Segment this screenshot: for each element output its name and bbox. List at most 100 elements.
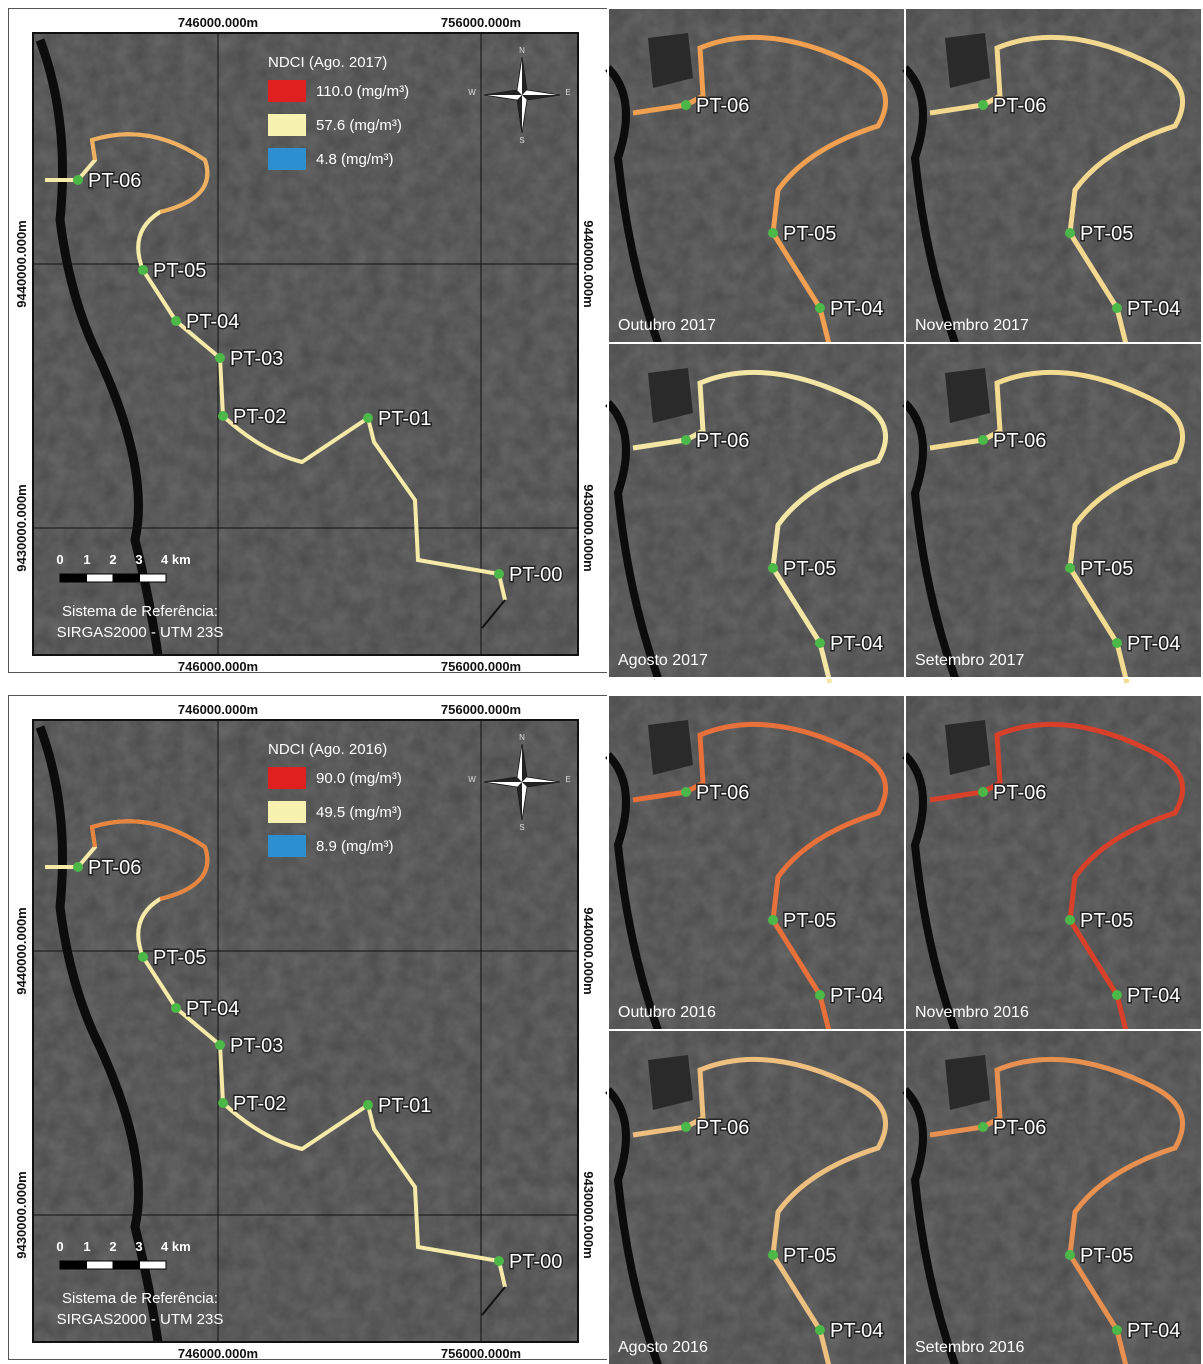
inset-caption: Agosto 2017 [618, 652, 708, 669]
coord-label: 9430000.000m [581, 1171, 596, 1258]
scale-label: 0 [56, 552, 63, 567]
point-marker [171, 316, 181, 326]
panel: PT-06PT-05PT-04PT-03PT-02PT-01PT-0074600… [9, 695, 1203, 1364]
point-marker [218, 1098, 228, 1108]
inset-caption: Novembro 2017 [915, 317, 1029, 334]
point-marker [768, 563, 778, 573]
point-label: PT-04 [1127, 298, 1180, 320]
point-marker [171, 1003, 181, 1013]
point-label: PT-03 [230, 348, 283, 370]
inset-caption: Outubro 2017 [618, 317, 716, 334]
scale-label: 2 [109, 552, 116, 567]
figure: PT-06 PT-05 PT-04 PT-03 PT-02 PT-01 PT-00 74600… [0, 0, 1203, 1364]
point-label: PT-05 [783, 223, 836, 245]
coord-label: 9440000.000m [14, 220, 29, 307]
point-marker [978, 100, 988, 110]
point-marker [138, 952, 148, 962]
point-marker [363, 413, 373, 423]
coord-label: 756000.000m [441, 15, 521, 30]
legend-swatch [268, 835, 306, 857]
inset-caption: Novembro 2016 [915, 1004, 1029, 1021]
scale-label: 4 km [161, 1239, 191, 1254]
point-marker [768, 1250, 778, 1260]
point-label: PT-06 [993, 782, 1046, 804]
point-marker [978, 1122, 988, 1132]
legend-swatch [268, 767, 306, 789]
compass-letter: E [565, 88, 570, 97]
scale-label: 2 [109, 1239, 116, 1254]
point-label: PT-06 [88, 857, 141, 879]
inset-caption: Setembro 2016 [915, 1339, 1025, 1356]
point-marker [1112, 638, 1122, 648]
point-marker [768, 915, 778, 925]
point-marker [978, 787, 988, 797]
scale-label: 1 [83, 552, 90, 567]
point-label: PT-04 [186, 998, 239, 1020]
point-marker [1065, 563, 1075, 573]
point-label: PT-05 [153, 260, 206, 282]
point-marker [768, 228, 778, 238]
inset-caption: Setembro 2017 [915, 652, 1025, 669]
point-marker [681, 1122, 691, 1132]
point-marker [363, 1100, 373, 1110]
point-label: PT-04 [186, 311, 239, 333]
point-label: PT-04 [830, 633, 883, 655]
point-marker [215, 1040, 225, 1050]
point-label: PT-04 [830, 985, 883, 1007]
point-marker [815, 638, 825, 648]
point-label: PT-00 [509, 564, 562, 586]
legend-title: NDCI (Ago. 2017) [268, 54, 387, 71]
point-marker [1112, 1325, 1122, 1335]
legend-swatch [268, 80, 306, 102]
coord-label: 9430000.000m [14, 484, 29, 571]
scale-segment [87, 574, 114, 582]
coord-label: 756000.000m [441, 702, 521, 717]
coord-label: 9440000.000m [14, 907, 29, 994]
point-label: PT-05 [783, 558, 836, 580]
point-label: PT-02 [233, 1093, 286, 1115]
scale-segment [60, 574, 87, 582]
point-label: PT-06 [993, 95, 1046, 117]
point-label: PT-01 [378, 1095, 431, 1117]
point-label: PT-06 [696, 1117, 749, 1139]
coord-label: 756000.000m [441, 1346, 521, 1361]
compass-letter: S [519, 823, 524, 832]
scale-label: 1 [83, 1239, 90, 1254]
point-label: PT-05 [1080, 910, 1133, 932]
scale-segment [87, 1261, 114, 1269]
coord-label: 9430000.000m [14, 1171, 29, 1258]
point-label: PT-05 [783, 1245, 836, 1267]
coord-label: 746000.000m [178, 659, 258, 674]
legend-label: 90.0 (mg/m³) [316, 770, 402, 787]
legend-label: 110.0 (mg/m³) [316, 83, 409, 100]
point-label: PT-03 [230, 1035, 283, 1057]
point-label: PT-05 [1080, 223, 1133, 245]
coord-label: 746000.000m [178, 702, 258, 717]
point-label: PT-04 [1127, 1320, 1180, 1342]
point-marker [1065, 915, 1075, 925]
point-marker [681, 787, 691, 797]
coord-label: 746000.000m [178, 1346, 258, 1361]
scale-segment [60, 1261, 87, 1269]
scale-segment [140, 574, 167, 582]
point-marker [138, 265, 148, 275]
point-marker [218, 411, 228, 421]
point-label: PT-05 [783, 910, 836, 932]
point-label: PT-04 [830, 1320, 883, 1342]
scale-segment [113, 1261, 140, 1269]
coord-label: 756000.000m [441, 659, 521, 674]
compass-letter: S [519, 136, 524, 145]
point-label: PT-05 [153, 947, 206, 969]
legend-label: 49.5 (mg/m³) [316, 804, 402, 821]
legend-swatch [268, 114, 306, 136]
compass-letter: W [468, 775, 476, 784]
reference-text: Sistema de Referência: [62, 603, 218, 620]
point-label: PT-01 [378, 408, 431, 430]
inset-caption: Outubro 2016 [618, 1004, 716, 1021]
point-label: PT-06 [993, 1117, 1046, 1139]
inset-map: PT-06 PT-05 PT-04 Novembro 2017 [905, 8, 1202, 348]
